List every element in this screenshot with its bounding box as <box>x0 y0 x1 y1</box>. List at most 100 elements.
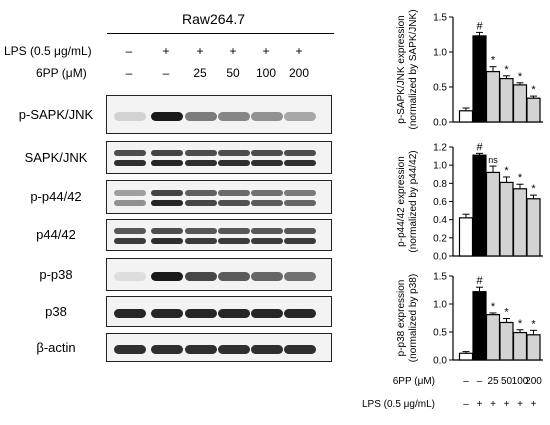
blot-band <box>284 344 316 354</box>
lps-lane-value: + <box>295 44 303 58</box>
blot-strip <box>106 296 332 327</box>
x-pp-value: 50 <box>501 376 513 387</box>
blot-band <box>251 237 283 244</box>
blot-band <box>114 150 146 157</box>
blot-label: β-actin <box>36 339 76 355</box>
cell-line-underline <box>107 33 334 34</box>
y-tick-label: 0.4 <box>433 215 447 226</box>
bar <box>458 110 474 123</box>
blot-label: p-p44/42 <box>30 189 82 204</box>
x-pp-value: 25 <box>487 376 499 387</box>
bar <box>499 321 514 361</box>
blot-band <box>218 111 250 121</box>
x-lps-value: + <box>490 399 496 410</box>
blot-strip <box>106 219 332 251</box>
blot-band <box>284 111 316 121</box>
bar <box>485 70 501 123</box>
blot-band <box>218 344 250 354</box>
bar <box>526 334 541 361</box>
blot-band <box>218 308 250 318</box>
y-tick-label: 1.0 <box>433 300 447 311</box>
blot-band <box>284 189 316 196</box>
bar <box>485 314 501 361</box>
blot-strip <box>106 180 332 214</box>
significance-label: * <box>531 183 536 195</box>
blot-band <box>251 199 283 206</box>
pp-lane-value: 50 <box>226 66 240 80</box>
y-tick-label: 0.8 <box>433 179 447 190</box>
blot-label: p38 <box>45 303 67 319</box>
blot-band <box>284 308 316 318</box>
blot-strip <box>106 333 332 362</box>
significance-label: * <box>531 84 536 96</box>
blot-band <box>251 308 283 318</box>
significance-label: # <box>476 141 483 153</box>
blot-band <box>185 189 217 196</box>
pp-lane-value: 100 <box>255 66 277 80</box>
pp-row-label: 6PP (μM) <box>36 66 87 80</box>
significance-label: * <box>518 71 523 83</box>
blot-band <box>185 111 217 121</box>
pp-lane-value: – <box>162 66 170 80</box>
bar <box>526 97 541 123</box>
lps-lane-value: + <box>162 44 170 58</box>
blot-band <box>151 271 183 281</box>
bar <box>485 171 501 257</box>
blot-band <box>114 308 146 318</box>
lps-row-label: LPS (0.5 μg/mL) <box>4 44 92 58</box>
blot-band <box>251 228 283 234</box>
lps-lane-value: + <box>229 44 237 58</box>
blot-band <box>218 199 250 206</box>
blot-strip <box>106 258 332 291</box>
blot-band <box>284 199 316 206</box>
blot-band <box>114 160 146 167</box>
blot-band <box>251 271 283 281</box>
blot-band <box>218 189 250 196</box>
significance-label: * <box>531 318 536 330</box>
y-tick-label: 0.5 <box>433 83 447 94</box>
y-tick-label: 0.5 <box>433 328 447 339</box>
y-tick-label: 0.0 <box>433 356 447 367</box>
blot-band <box>218 237 250 244</box>
blot-label: p-p38 <box>39 266 73 282</box>
blot-band <box>218 228 250 234</box>
blot-band <box>151 150 183 157</box>
y-axis-label: p-p38 expression <box>396 280 407 357</box>
blot-band <box>218 160 250 167</box>
significance-label: * <box>504 64 509 76</box>
y-tick-label: 0.2 <box>433 233 447 244</box>
blot-label: SAPK/JNK <box>24 149 88 165</box>
blot-band <box>185 199 217 206</box>
blot-band <box>251 111 283 121</box>
blot-band <box>185 160 217 167</box>
blot-band <box>251 160 283 167</box>
y-axis-label: (normalized by p44/42) <box>408 150 419 252</box>
y-axis-label: (normalized by SAPK/JNK) <box>408 9 419 129</box>
blot-band <box>218 271 250 281</box>
x-pp-label: 6PP (μM) <box>393 376 435 387</box>
bar <box>512 188 528 257</box>
blot-band <box>114 271 146 281</box>
bar <box>472 35 487 123</box>
y-axis-label: (normalized by p38) <box>408 274 419 362</box>
bar <box>512 331 528 361</box>
blot-band <box>284 237 316 244</box>
x-pp-value: – <box>477 376 483 387</box>
bar <box>458 217 474 257</box>
blot-label: p-SAPK/JNK <box>18 106 94 122</box>
x-lps-value: + <box>517 399 523 410</box>
x-lps-value: + <box>531 399 537 410</box>
y-tick-label: 0.0 <box>433 118 447 129</box>
x-lps-label: LPS (0.5 μg/mL) <box>362 399 435 410</box>
blot-band <box>185 308 217 318</box>
blot-strip <box>106 95 332 134</box>
significance-label: * <box>504 307 509 319</box>
blot-strip <box>106 141 332 174</box>
significance-label: * <box>518 172 523 184</box>
blot-band <box>251 189 283 196</box>
blot-band <box>284 271 316 281</box>
y-tick-label: 1.0 <box>433 48 447 59</box>
lps-lane-value: + <box>196 44 204 58</box>
x-pp-value: – <box>463 376 469 387</box>
